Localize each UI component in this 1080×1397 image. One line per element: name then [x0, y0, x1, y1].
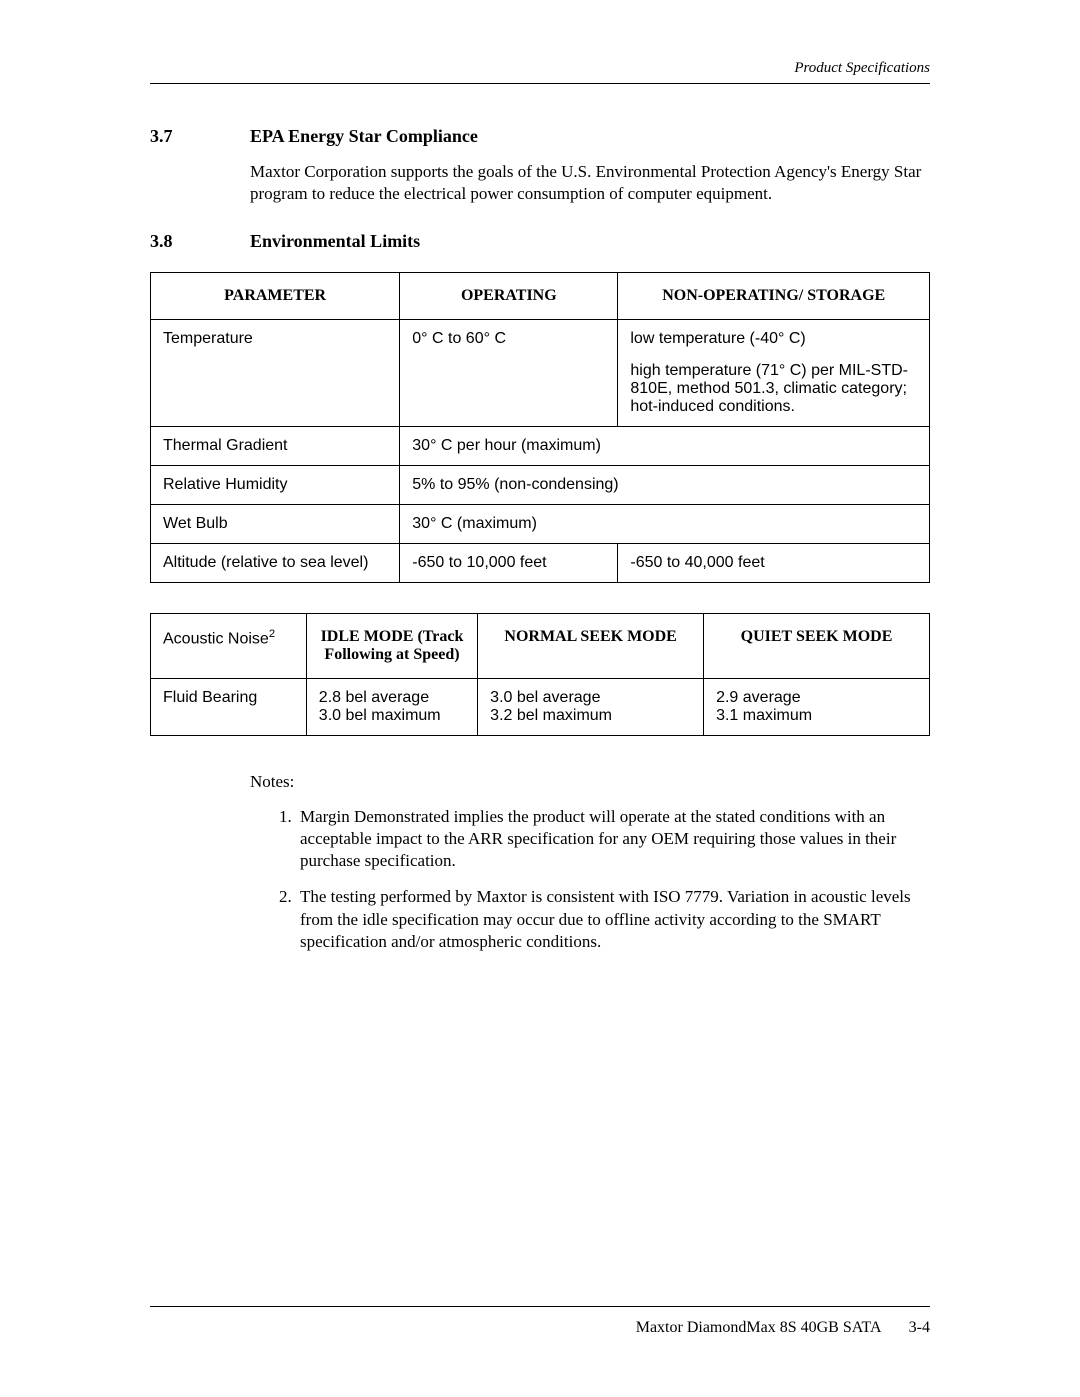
col-quiet-seek: QUIET SEEK MODE: [704, 614, 930, 679]
cell-value: 30° C (maximum): [400, 505, 930, 544]
running-header: Product Specifications: [150, 60, 930, 84]
table-row: Thermal Gradient 30° C per hour (maximum…: [151, 427, 930, 466]
notes-list: Margin Demonstrated implies the product …: [296, 806, 930, 953]
table-row: Altitude (relative to sea level) -650 to…: [151, 544, 930, 583]
cell-value: 30° C per hour (maximum): [400, 427, 930, 466]
cell-label: Relative Humidity: [151, 466, 400, 505]
section-3-7-title: EPA Energy Star Compliance: [250, 126, 478, 147]
idle-max: 3.0 bel maximum: [319, 707, 441, 724]
cell-value: 3.0 bel average 3.2 bel maximum: [478, 679, 704, 736]
quiet-avg: 2.9 average: [716, 689, 801, 706]
cell-value: 2.9 average 3.1 maximum: [704, 679, 930, 736]
cell-value: 2.8 bel average 3.0 bel maximum: [306, 679, 477, 736]
temp-nonop-low: low temperature (-40° C): [630, 330, 917, 348]
cell-label: Wet Bulb: [151, 505, 400, 544]
table-header-row: Acoustic Noise2 IDLE MODE (Track Followi…: [151, 614, 930, 679]
section-3-7: 3.7 EPA Energy Star Compliance Maxtor Co…: [150, 126, 930, 205]
acoustic-noise-table: Acoustic Noise2 IDLE MODE (Track Followi…: [150, 613, 930, 736]
section-3-7-number: 3.7: [150, 126, 250, 147]
table-row: Fluid Bearing 2.8 bel average 3.0 bel ma…: [151, 679, 930, 736]
table-row: Wet Bulb 30° C (maximum): [151, 505, 930, 544]
section-3-7-head: 3.7 EPA Energy Star Compliance: [150, 126, 930, 147]
table-row: Relative Humidity 5% to 95% (non-condens…: [151, 466, 930, 505]
normal-max: 3.2 bel maximum: [490, 707, 612, 724]
page-content: Product Specifications 3.7 EPA Energy St…: [150, 60, 930, 1337]
notes-block: Notes: Margin Demonstrated implies the p…: [250, 772, 930, 953]
cell-label: Altitude (relative to sea level): [151, 544, 400, 583]
environmental-limits-table: PARAMETER OPERATING NON-OPERATING/ STORA…: [150, 272, 930, 583]
section-3-8-head: 3.8 Environmental Limits: [150, 231, 930, 252]
section-3-8-number: 3.8: [150, 231, 250, 252]
note-item: Margin Demonstrated implies the product …: [296, 806, 930, 872]
acoustic-noise-sup: 2: [269, 628, 275, 640]
table-row: Temperature 0° C to 60° C low temperatur…: [151, 320, 930, 427]
note-item: The testing performed by Maxtor is consi…: [296, 886, 930, 952]
acoustic-noise-label: Acoustic Noise: [163, 631, 269, 648]
col-parameter: PARAMETER: [151, 273, 400, 320]
cell-value: -650 to 10,000 feet: [400, 544, 618, 583]
idle-avg: 2.8 bel average: [319, 689, 429, 706]
normal-avg: 3.0 bel average: [490, 689, 600, 706]
cell-value: 0° C to 60° C: [400, 320, 618, 427]
table-header-row: PARAMETER OPERATING NON-OPERATING/ STORA…: [151, 273, 930, 320]
section-3-8-title: Environmental Limits: [250, 231, 420, 252]
col-idle-mode: IDLE MODE (Track Following at Speed): [306, 614, 477, 679]
col-operating: OPERATING: [400, 273, 618, 320]
col-nonoperating: NON-OPERATING/ STORAGE: [618, 273, 930, 320]
page-footer: Maxtor DiamondMax 8S 40GB SATA 3-4: [150, 1306, 930, 1337]
footer-page-number: 3-4: [909, 1319, 930, 1336]
section-3-7-body: Maxtor Corporation supports the goals of…: [250, 161, 930, 205]
cell-label: Temperature: [151, 320, 400, 427]
cell-label: Fluid Bearing: [151, 679, 307, 736]
col-acoustic-noise: Acoustic Noise2: [151, 614, 307, 679]
cell-value: 5% to 95% (non-condensing): [400, 466, 930, 505]
cell-value: -650 to 40,000 feet: [618, 544, 930, 583]
section-3-8: 3.8 Environmental Limits: [150, 231, 930, 252]
quiet-max: 3.1 maximum: [716, 707, 812, 724]
col-normal-seek: NORMAL SEEK MODE: [478, 614, 704, 679]
cell-value: low temperature (-40° C) high temperatur…: [618, 320, 930, 427]
footer-product: Maxtor DiamondMax 8S 40GB SATA: [636, 1319, 881, 1336]
notes-label: Notes:: [250, 772, 930, 792]
cell-label: Thermal Gradient: [151, 427, 400, 466]
temp-nonop-high: high temperature (71° C) per MIL-STD-810…: [630, 362, 917, 416]
